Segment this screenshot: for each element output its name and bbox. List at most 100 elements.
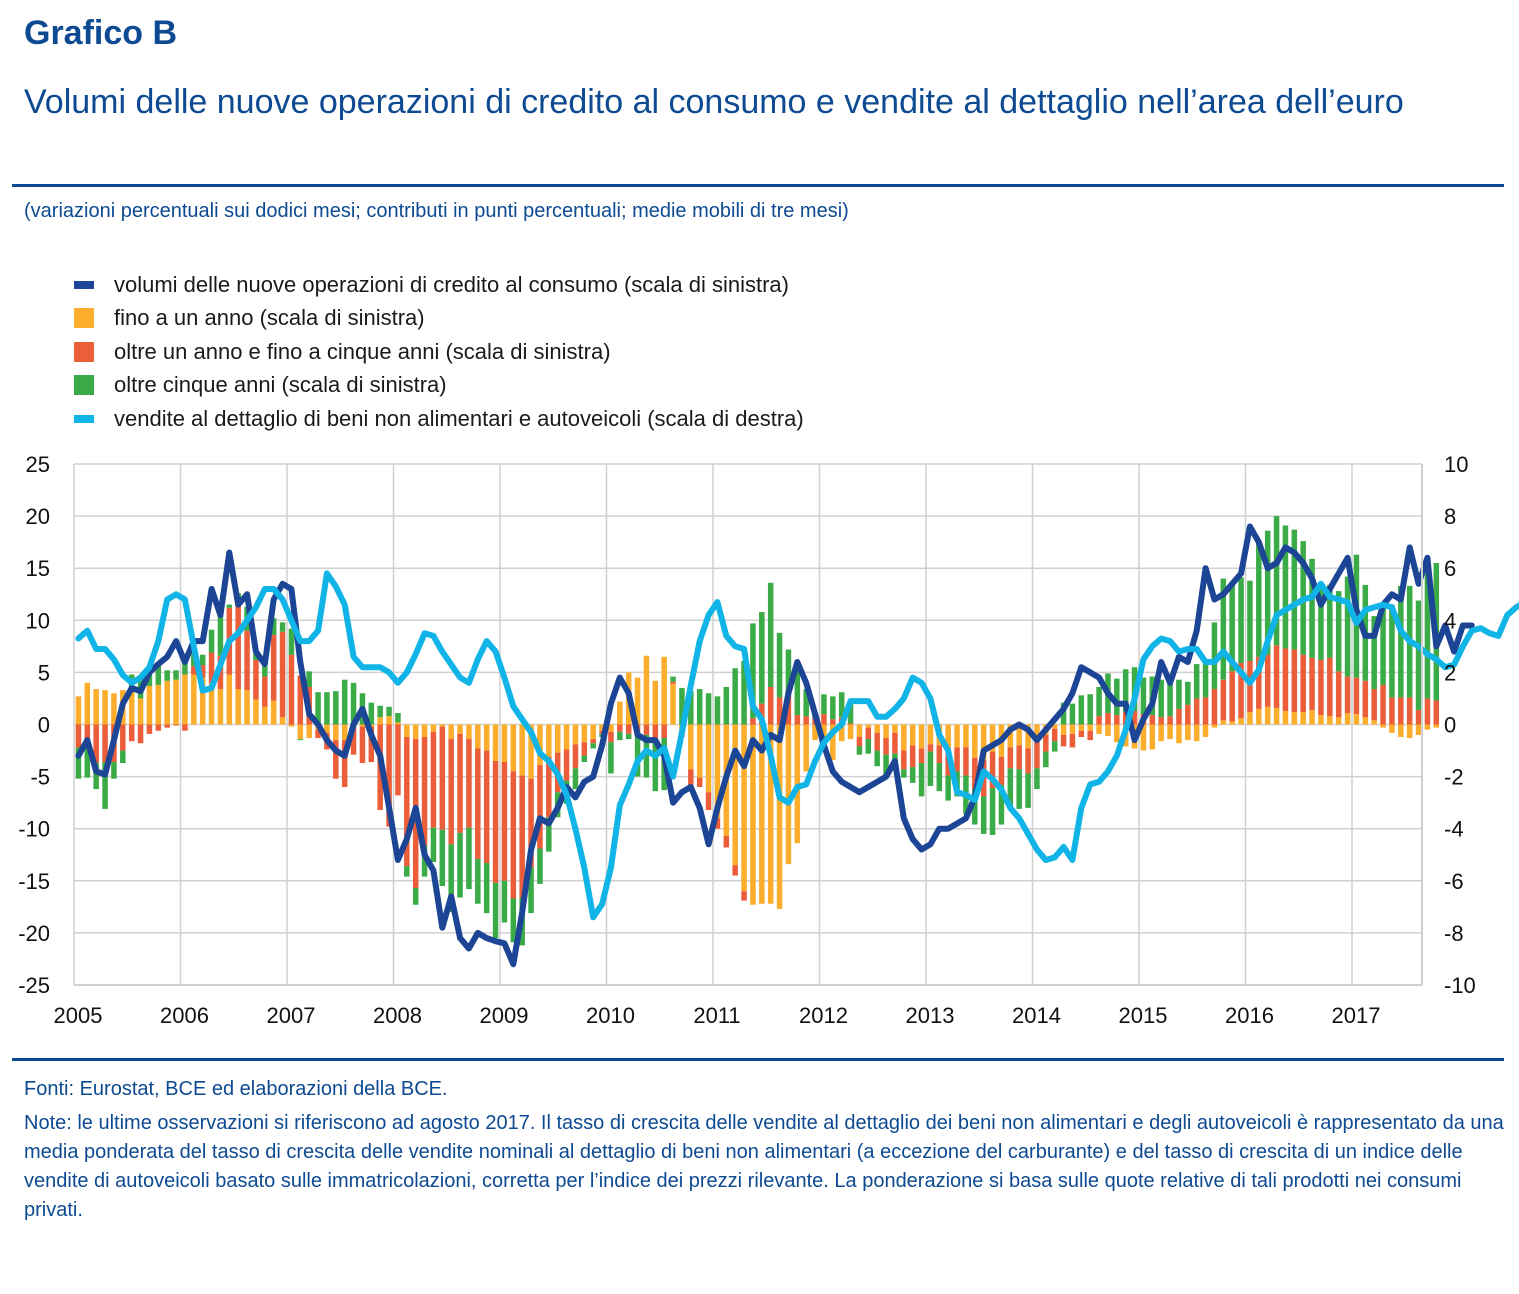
bar-segment	[546, 724, 552, 757]
bar-segment	[1176, 679, 1182, 709]
bar-segment	[838, 692, 845, 718]
bar-segment	[1078, 730, 1085, 738]
bar-segment	[1229, 721, 1235, 725]
bar-segment	[759, 611, 765, 704]
bar-segment	[333, 724, 339, 741]
x-tick-label: 2017	[1332, 1003, 1381, 1028]
bar-segment	[217, 614, 224, 656]
bar-segment	[608, 731, 614, 743]
bar-segment	[1353, 714, 1360, 725]
bar-segment	[998, 784, 1005, 825]
bar-segment	[945, 724, 951, 752]
bar-segment	[1007, 747, 1014, 769]
bar-segment	[572, 768, 579, 790]
bar-segment	[1247, 660, 1253, 712]
bar-segment	[466, 827, 472, 890]
y-left-tick-label: -20	[18, 921, 50, 946]
bar-segment	[155, 724, 162, 731]
bar-segment	[475, 858, 481, 904]
bar-segment	[519, 775, 525, 898]
bar-segment	[1424, 698, 1431, 725]
bar-segment	[404, 724, 410, 738]
bar-segment	[918, 724, 925, 749]
bar-segment	[1238, 577, 1244, 664]
bar-segment	[1202, 659, 1209, 698]
bar-segment	[847, 702, 854, 724]
bar-segment	[270, 634, 277, 701]
bar-segment	[199, 654, 206, 666]
bar-segment	[1060, 724, 1067, 735]
bar-segment	[1185, 704, 1191, 725]
bar-segment	[617, 701, 623, 725]
bar-segment	[457, 733, 463, 833]
y-right-tick-label: -10	[1444, 973, 1476, 998]
bar-segment	[572, 724, 579, 745]
bar-segment	[865, 727, 872, 740]
bar-segment	[714, 818, 721, 829]
bar-segment	[226, 674, 233, 725]
bar-segment	[803, 716, 809, 725]
bar-segment	[1238, 718, 1244, 725]
bar-segment	[1016, 724, 1022, 746]
bar-segment	[670, 676, 676, 682]
bar-segment	[421, 724, 428, 738]
bar-segment	[1016, 769, 1022, 809]
bar-segment	[155, 661, 162, 685]
bar-segment	[448, 739, 454, 845]
bar-segment	[93, 724, 99, 764]
bar-segment	[1238, 663, 1244, 719]
bar-segment	[625, 733, 632, 740]
bar-segment	[1122, 711, 1129, 725]
bar-segment	[741, 660, 747, 725]
bar-segment	[1158, 724, 1164, 742]
y-right-tick-label: 0	[1444, 713, 1456, 738]
bar-segment	[226, 604, 233, 608]
legend-item-up-to-one-year: fino a un anno (scala di sinistra)	[74, 302, 804, 336]
bar-segment	[235, 603, 241, 690]
bar-segment	[821, 694, 827, 715]
bar-segment	[510, 771, 517, 899]
bar-segment	[1167, 724, 1173, 740]
bar-segment	[1291, 529, 1298, 650]
bar-segment	[696, 689, 703, 725]
bar-segment	[705, 693, 712, 725]
bar-segment	[475, 748, 481, 859]
footnote: Note: le ultime osservazioni si riferisc…	[24, 1112, 1504, 1221]
bar-segment	[661, 656, 667, 725]
bar-segment	[341, 740, 348, 788]
bar-segment	[386, 716, 392, 725]
bar-segment	[643, 734, 650, 778]
x-tick-label: 2008	[373, 1003, 422, 1028]
bar-segment	[909, 767, 916, 783]
bar-segment	[1309, 657, 1315, 710]
bar-segment	[750, 718, 756, 725]
bar-segment	[998, 756, 1005, 785]
bar-segment	[741, 891, 747, 901]
bar-segment	[661, 724, 667, 739]
bar-segment	[989, 788, 996, 835]
bar-segment	[1202, 724, 1209, 738]
bar-segment	[696, 777, 703, 788]
bar-segment	[466, 739, 472, 828]
bar-segment	[1043, 751, 1049, 768]
bar-segment	[537, 765, 543, 849]
figure-label: Grafico B	[24, 14, 178, 52]
bar-segment	[483, 863, 490, 914]
bar-segment	[1034, 724, 1040, 742]
bar-segment	[315, 692, 321, 725]
bar-segment	[377, 717, 383, 725]
bar-segment	[599, 724, 605, 731]
bar-segment	[1389, 724, 1395, 733]
bar-segment	[759, 724, 765, 904]
bar-segment	[1078, 724, 1085, 731]
bar-segment	[84, 740, 91, 778]
bar-segment	[475, 724, 481, 749]
bar-segment	[874, 724, 880, 733]
bar-segment	[1229, 581, 1235, 672]
bar-segment	[102, 762, 108, 809]
bar-segment	[1273, 645, 1280, 708]
bar-segment	[688, 769, 694, 789]
bar-segment	[1247, 580, 1253, 661]
bar-segment	[510, 898, 517, 943]
y-left-tick-label: 10	[26, 608, 50, 633]
